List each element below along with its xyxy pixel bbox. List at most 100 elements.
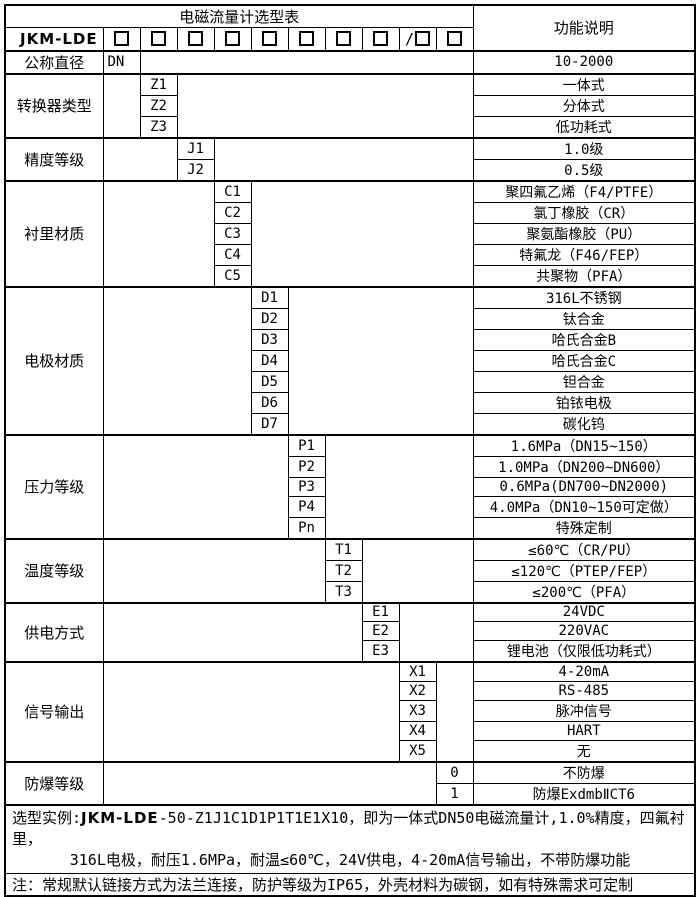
checkbox[interactable]	[373, 31, 388, 47]
spacer-cell	[435, 661, 474, 762]
checkbox[interactable]	[447, 31, 463, 47]
selection-table: 电磁流量计选型表 功能说明 JKM-LDE / 公称直径 DN 10-2000 …	[4, 4, 697, 897]
example-model-code: JKM-LDE	[81, 808, 159, 827]
spacer-cell	[102, 179, 215, 287]
desc-cell: 哈氏合金C	[472, 349, 696, 372]
spacer-cell	[287, 285, 474, 435]
slash-separator: /	[404, 29, 415, 48]
section-label-lining-material: 衬里材质	[4, 179, 104, 287]
code-checkbox-cell-lining	[213, 27, 252, 51]
desc-cell: 0.6MPa(DN700~DN2000)	[472, 476, 696, 497]
desc-cell: 铂铱电极	[472, 391, 696, 414]
code-cell: X2	[398, 680, 437, 701]
section-label-converter-type: 转换器类型	[4, 72, 104, 138]
code-cell: 0	[435, 760, 474, 784]
code-cell: D2	[250, 307, 289, 330]
function-column-header: 功能说明	[472, 4, 696, 51]
spacer-cell	[139, 49, 474, 74]
spacer-cell	[102, 760, 437, 805]
code-cell: D6	[250, 391, 289, 414]
checkbox[interactable]	[114, 31, 129, 47]
code-cell: C2	[213, 201, 252, 224]
spacer-cell	[361, 537, 474, 603]
code-cell: P1	[287, 433, 326, 457]
table-title: 电磁流量计选型表	[4, 4, 474, 28]
code-cell: C5	[213, 264, 252, 287]
desc-cell: 220VAC	[472, 621, 696, 641]
spacer-cell	[324, 433, 474, 539]
code-cell: J1	[176, 136, 215, 160]
desc-cell: 防爆ExdmbⅡCT6	[472, 782, 696, 805]
desc-cell: ≤200℃（PFA）	[472, 580, 696, 603]
code-cell: DN	[102, 49, 141, 74]
desc-cell: 0.5级	[472, 158, 696, 181]
spacer-cell	[102, 433, 289, 539]
model-prefix: JKM-LDE	[4, 27, 104, 51]
checkbox[interactable]	[299, 31, 314, 47]
note-row: 注：常规默认链接方式为法兰连接，防护等级为IP65，外壳材料为碳钢，如有特殊需求…	[4, 872, 696, 897]
desc-cell: ≤120℃（PTEP/FEP）	[472, 559, 696, 582]
checkbox[interactable]	[262, 31, 277, 47]
desc-cell: 4.0MPa（DN10~150可定做）	[472, 495, 696, 518]
code-cell: T2	[324, 559, 363, 582]
desc-cell: 1.0MPa（DN200~DN600）	[472, 455, 696, 478]
section-label-power-supply: 供电方式	[4, 601, 104, 663]
spacer-cell	[102, 136, 178, 181]
desc-cell: 钽合金	[472, 370, 696, 393]
code-checkbox-cell-temperature	[324, 27, 363, 51]
code-checkbox-cell-explosion	[435, 27, 474, 51]
desc-cell: 脉冲信号	[472, 699, 696, 722]
code-cell: P2	[287, 455, 326, 478]
section-label-accuracy-class: 精度等级	[4, 136, 104, 181]
checkbox[interactable]	[336, 31, 351, 47]
checkbox[interactable]	[415, 31, 431, 47]
desc-cell: 特殊定制	[472, 516, 696, 539]
code-checkbox-cell-electrode	[250, 27, 289, 51]
desc-cell: 316L不锈钢	[472, 285, 696, 309]
desc-cell: 低功耗式	[472, 115, 696, 138]
example-row: 选型实例:JKM-LDE-50-Z1J1C1D1P1T1E1X10，即为一体式D…	[4, 803, 696, 874]
code-cell: Z2	[139, 94, 178, 117]
section-label-nominal-diameter: 公称直径	[4, 49, 104, 74]
desc-cell: 哈氏合金B	[472, 328, 696, 351]
desc-cell: 1.0级	[472, 136, 696, 160]
code-cell: X3	[398, 699, 437, 722]
code-cell: D3	[250, 328, 289, 351]
desc-cell: 聚四氟乙烯（F4/PTFE）	[472, 179, 696, 203]
section-label-temperature-class: 温度等级	[4, 537, 104, 603]
code-checkbox-cell-accuracy	[176, 27, 215, 51]
desc-cell: RS-485	[472, 680, 696, 701]
desc-cell: 钛合金	[472, 307, 696, 330]
checkbox[interactable]	[151, 31, 166, 47]
code-cell: T3	[324, 580, 363, 603]
desc-cell: 不防爆	[472, 760, 696, 784]
code-cell: C3	[213, 222, 252, 245]
desc-cell: 无	[472, 739, 696, 762]
desc-cell: HART	[472, 720, 696, 741]
code-cell: 1	[435, 782, 474, 805]
checkbox[interactable]	[225, 31, 240, 47]
code-cell: X5	[398, 739, 437, 762]
spacer-cell	[102, 601, 363, 663]
code-checkbox-cell-diameter	[102, 27, 141, 51]
spacer-cell	[102, 661, 400, 762]
code-cell: J2	[176, 158, 215, 181]
desc-cell: 一体式	[472, 72, 696, 96]
checkbox[interactable]	[188, 31, 203, 47]
code-cell: Z3	[139, 115, 178, 138]
desc-cell: 4-20mA	[472, 661, 696, 682]
desc-cell: 锂电池（仅限低功耗式）	[472, 640, 696, 663]
code-checkbox-cell-pressure	[287, 27, 326, 51]
code-cell: P3	[287, 476, 326, 497]
example-line2: 316L电极，耐压1.6MPa，耐温≤60℃，24V供电，4-20mA信号输出，…	[69, 850, 631, 869]
spacer-cell	[102, 537, 326, 603]
code-cell: X4	[398, 720, 437, 741]
code-cell: X1	[398, 661, 437, 682]
spacer-cell	[176, 72, 474, 138]
code-cell: C4	[213, 243, 252, 266]
desc-cell: 氯丁橡胶（CR）	[472, 201, 696, 224]
spacer-cell	[102, 285, 252, 435]
code-cell: E3	[361, 640, 400, 663]
code-cell: T1	[324, 537, 363, 561]
code-cell: D4	[250, 349, 289, 372]
